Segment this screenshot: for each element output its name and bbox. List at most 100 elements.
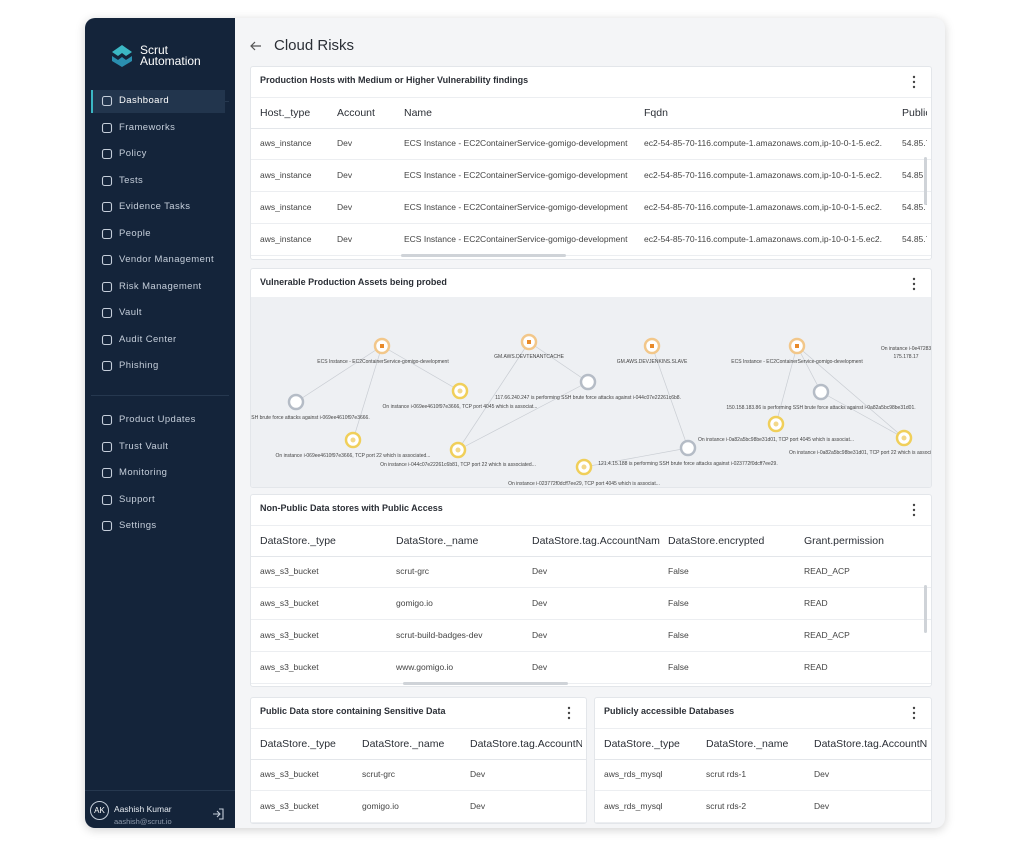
table-header: DataStore._type DataStore._name DataStore.… xyxy=(251,525,931,557)
graph-canvas: ECS Instance - EC2ContainerService-gomig… xyxy=(251,297,931,487)
graph-node-icon xyxy=(457,388,463,394)
table-cell: READ_ACP xyxy=(804,630,850,640)
graph-node-icon xyxy=(581,464,587,470)
nav-item[interactable]: Audit Center xyxy=(119,333,177,345)
divider xyxy=(85,790,235,791)
nav-icon-shape xyxy=(101,228,113,239)
column-header: Grant.permission xyxy=(804,535,884,547)
column-header: DataStore.tag.AccountNa xyxy=(470,738,582,750)
column-header: DataStore._name xyxy=(706,738,789,750)
kebab-menu[interactable] xyxy=(912,503,916,517)
graph-edge xyxy=(775,345,798,425)
kebab-dot xyxy=(567,706,571,710)
nav-item[interactable]: Settings xyxy=(119,520,157,531)
table-cell: aws_s3_bucket xyxy=(260,630,319,640)
table-header: Host._type Account Name Fqdn Public xyxy=(251,97,931,129)
nav-item[interactable]: Dashboard xyxy=(119,95,170,106)
graph-node-label: GM.AWS.DEVTENANTCACHE xyxy=(494,354,564,360)
table-cell: Dev xyxy=(532,630,548,640)
graph-node-label: 117.66.240.247 is performing SSH brute f… xyxy=(495,395,681,401)
table-cell: READ xyxy=(804,598,828,608)
table-cell: www.gomigo.io xyxy=(396,662,454,672)
column-header: DataStore._name xyxy=(362,738,445,750)
graph-node-icon xyxy=(527,340,531,344)
kebab-menu[interactable] xyxy=(912,75,916,89)
nav-icon-shape xyxy=(101,494,113,505)
table-cell: False xyxy=(668,630,689,640)
graph-node-label: 150.158.183.86 is performing SSH brute f… xyxy=(726,405,915,411)
user-email: aashish@scrut.io xyxy=(114,817,172,826)
sidebar: Scrut Automation AK Aashish Kumar aashis… xyxy=(85,18,235,828)
graph-node-icon xyxy=(380,344,384,348)
nav-icon-shape xyxy=(101,360,113,372)
table-cell: Dev xyxy=(337,170,353,180)
table-cell: ec2-54-85-70-116.compute-1.amazonaws.com… xyxy=(644,202,882,212)
column-header: DataStore._type xyxy=(260,535,336,547)
kebab-menu[interactable] xyxy=(567,706,571,720)
table-cell: Dev xyxy=(337,138,353,148)
column-header: Account xyxy=(337,107,375,119)
table-header: DataStore._type DataStore._name DataStore.… xyxy=(595,728,931,760)
panel-title: Vulnerable Production Assets being probe… xyxy=(260,277,447,287)
graph-node-icon xyxy=(650,344,654,348)
graph-edge xyxy=(651,345,689,449)
panel-title: Publicly accessible Databases xyxy=(604,706,735,716)
kebab-dot xyxy=(912,716,916,720)
table-cell: READ xyxy=(804,662,828,672)
back-arrow[interactable] xyxy=(250,41,262,51)
nav-icon xyxy=(101,360,113,372)
nav-icon xyxy=(101,414,113,426)
table-cell: 54.85.7 xyxy=(902,138,927,148)
nav-item[interactable]: Monitoring xyxy=(119,467,168,478)
nav-item[interactable]: Vendor Management xyxy=(119,254,214,265)
table-cell: scrut rds-1 xyxy=(706,769,747,779)
table-cell: gomigo.io xyxy=(396,598,433,608)
kebab-dot xyxy=(912,503,916,507)
table-cell: Dev xyxy=(470,801,486,811)
nav-icon xyxy=(101,95,113,107)
column-header: DataStore.encrypted xyxy=(668,535,765,547)
nav-item[interactable]: Trust Vault xyxy=(119,440,169,452)
table-row: aws_rds_mysql scrut rds-1 Dev xyxy=(595,759,931,791)
kebab-dot xyxy=(912,706,916,710)
nav-item[interactable]: Policy xyxy=(119,148,147,159)
column-header: Public xyxy=(902,107,927,119)
nav-item[interactable]: Product Updates xyxy=(119,414,196,425)
nav-item[interactable]: Evidence Tasks xyxy=(119,201,191,212)
nav-icon-shape xyxy=(101,201,113,213)
table-cell: ECS Instance - EC2ContainerService-gomig… xyxy=(404,138,628,148)
table-cell: scrut-build-badges-dev xyxy=(396,630,483,640)
graph-node xyxy=(579,373,597,391)
nav-item[interactable]: Frameworks xyxy=(119,121,176,133)
table-row: aws_s3_bucket gomigo.io Dev xyxy=(251,791,586,823)
nav-item[interactable]: Risk Management xyxy=(119,280,202,292)
panel: Non-Public Data stores with Public Acces… xyxy=(250,494,932,687)
graph-node-label: On instance i-0a82a5bc98be31d01, TCP por… xyxy=(698,437,854,443)
nav-item[interactable]: Tests xyxy=(119,174,144,186)
column-header: Fqdn xyxy=(644,107,668,119)
nav-icon-shape xyxy=(101,122,113,133)
nav-icon-shape xyxy=(101,441,113,452)
nav-icon-shape xyxy=(101,307,113,319)
divider xyxy=(91,395,229,396)
nav-item[interactable]: Vault xyxy=(119,307,142,318)
logout-icon[interactable] xyxy=(212,808,224,820)
graph-node-icon xyxy=(795,344,799,348)
nav-item[interactable]: Support xyxy=(119,493,156,505)
user-avatar[interactable]: AK xyxy=(90,801,109,820)
table-cell: 54.85.7 xyxy=(902,170,927,180)
column-header: DataStore._type xyxy=(260,738,336,750)
panel: Vulnerable Production Assets being probe… xyxy=(250,268,932,488)
nav-item[interactable]: People xyxy=(119,227,151,239)
graph-node-icon xyxy=(455,447,461,453)
nav-icon xyxy=(101,228,113,239)
scrollbar xyxy=(403,682,568,685)
graph-node-label: 121.4.15.188 is performing SSH brute for… xyxy=(598,461,777,467)
panel-title: Non-Public Data stores with Public Acces… xyxy=(260,503,443,513)
nav-icon-shape xyxy=(101,175,113,186)
kebab-menu[interactable] xyxy=(912,277,916,291)
kebab-menu[interactable] xyxy=(912,706,916,720)
nav-item[interactable]: Phishing xyxy=(119,360,159,371)
table-cell: gomigo.io xyxy=(362,801,399,811)
